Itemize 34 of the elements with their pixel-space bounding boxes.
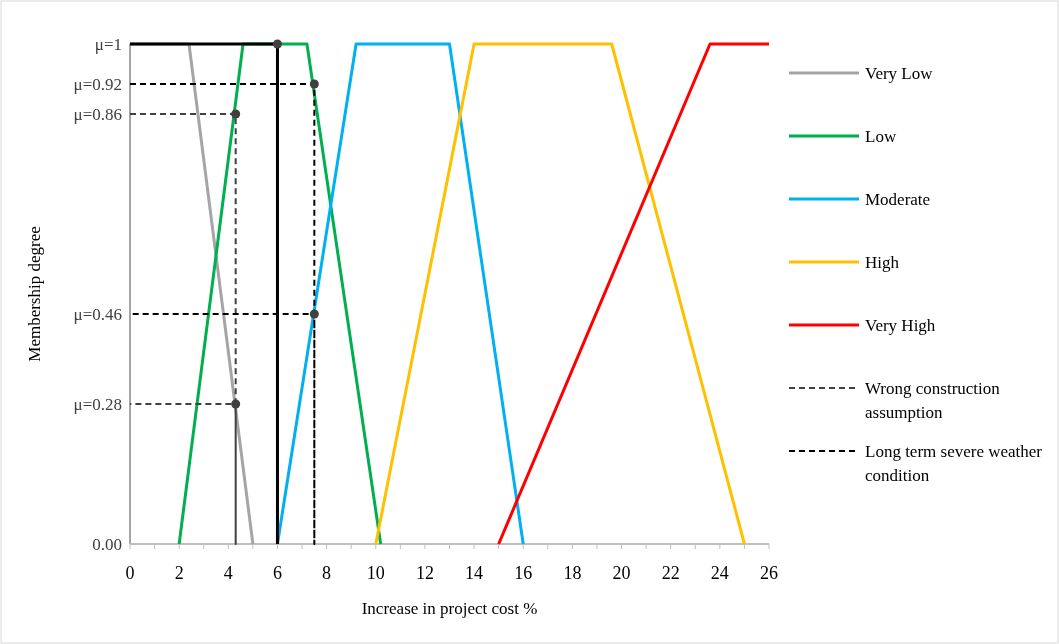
y-tick-label: μ=0.28 (73, 394, 122, 414)
y-tick-label: μ=1 (94, 34, 122, 54)
legend-label: High (865, 252, 900, 272)
x-tick-label: 22 (661, 563, 680, 583)
x-tick-label: 10 (366, 563, 385, 583)
x-tick-label: 6 (272, 563, 282, 583)
legend-label: Very High (865, 315, 936, 335)
x-tick-label: 24 (710, 563, 729, 583)
y-tick-label: μ=0.92 (73, 74, 122, 94)
x-tick-label: 2 (174, 563, 184, 583)
legend-label: Wrong construction assumption (865, 378, 1001, 422)
point (272, 39, 282, 49)
x-tick-label: 0 (125, 563, 135, 583)
x-tick-label: 14 (465, 563, 484, 583)
legend-label: Moderate (865, 189, 931, 209)
y-tick-label: μ=0.46 (73, 304, 122, 324)
legend-label: Very Low (865, 63, 934, 83)
x-tick-label: 8 (322, 563, 332, 583)
point (231, 399, 241, 409)
y-tick-label: μ=0.86 (73, 104, 122, 124)
x-tick-label: 20 (612, 563, 631, 583)
x-tick-label: 4 (223, 563, 233, 583)
x-tick-label: 16 (514, 563, 533, 583)
x-tick-label: 12 (415, 563, 434, 583)
point (309, 79, 319, 89)
legend-label: Long term severe weather condition (865, 441, 1043, 485)
legend-label: Low (865, 126, 897, 146)
point (231, 109, 241, 119)
y-tick-label: 0.00 (92, 534, 122, 554)
y-axis-title: Membership degree (25, 226, 44, 362)
point (309, 309, 319, 319)
x-axis-title: Increase in project cost % (361, 599, 538, 618)
x-tick-label: 18 (563, 563, 582, 583)
x-tick-label: 26 (760, 563, 778, 583)
